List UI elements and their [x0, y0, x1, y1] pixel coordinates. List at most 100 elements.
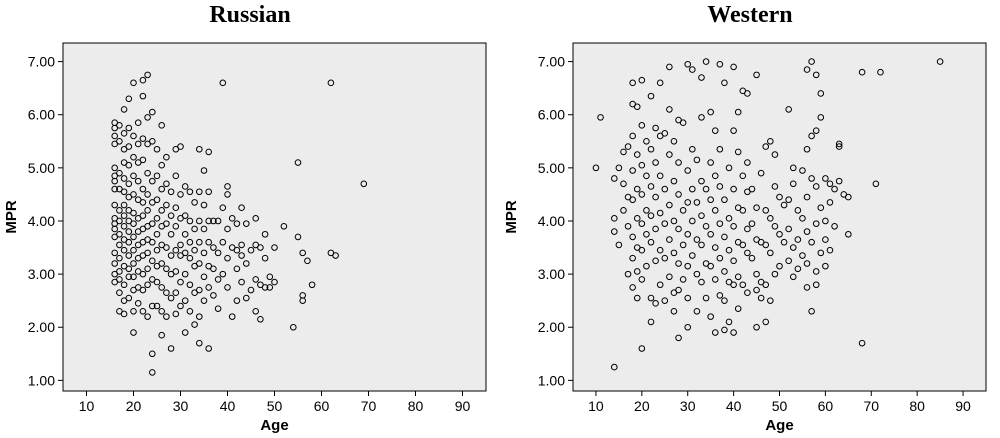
plot-area — [62, 42, 487, 392]
data-point — [200, 167, 208, 174]
data-point — [707, 313, 714, 320]
data-point — [205, 345, 212, 352]
data-point — [299, 297, 307, 304]
data-point — [652, 257, 659, 265]
data-point — [163, 289, 170, 297]
data-point — [716, 145, 724, 153]
data-point — [120, 130, 128, 137]
data-point — [698, 241, 705, 249]
data-point — [817, 114, 825, 121]
data-point — [130, 308, 137, 315]
data-point — [210, 244, 217, 251]
data-point — [163, 153, 170, 161]
data-point — [693, 308, 701, 315]
data-point — [661, 297, 669, 304]
data-point — [181, 230, 189, 238]
data-point — [130, 172, 137, 180]
data-point — [647, 183, 655, 190]
data-point — [177, 278, 184, 286]
data-point — [656, 281, 664, 289]
data-point — [149, 369, 156, 376]
data-point — [257, 315, 264, 323]
data-point — [803, 228, 811, 235]
data-point — [167, 212, 175, 219]
y-tick-label: 6.00 — [28, 107, 55, 123]
data-point — [826, 246, 834, 254]
data-point — [205, 148, 212, 156]
plot-area — [572, 42, 987, 392]
data-point — [620, 207, 627, 214]
x-tick-label: 90 — [955, 398, 971, 414]
data-point — [125, 294, 133, 302]
data-point — [789, 244, 797, 251]
data-point — [196, 260, 203, 267]
data-point — [620, 180, 627, 188]
data-point — [702, 294, 710, 302]
data-point — [707, 108, 714, 116]
data-point — [125, 228, 133, 235]
data-point — [647, 212, 655, 219]
data-point — [670, 177, 678, 185]
data-point — [158, 122, 165, 129]
data-point — [771, 151, 779, 158]
data-point — [762, 143, 770, 150]
data-point — [139, 92, 147, 100]
data-point — [629, 79, 636, 87]
data-point — [721, 326, 728, 334]
data-point — [266, 284, 274, 291]
data-point — [753, 270, 760, 278]
data-point — [835, 177, 843, 185]
data-point — [725, 215, 733, 222]
data-point — [144, 249, 151, 257]
data-point — [214, 276, 222, 283]
data-point — [144, 71, 151, 79]
data-point — [633, 215, 641, 222]
data-point — [191, 199, 198, 206]
data-point — [666, 201, 673, 209]
data-point — [707, 262, 714, 270]
data-point — [224, 254, 231, 262]
y-tick-label: 4.00 — [28, 213, 55, 229]
data-point — [139, 212, 147, 219]
data-point — [158, 308, 165, 315]
data-point — [125, 238, 133, 246]
russian-scatter-plot: 10 20 30 40 50 60 70 80 90 1.00 2.00 3.00 4.00 5.00 6.… — [3, 42, 487, 434]
x-tick-label: 10 — [588, 398, 604, 414]
data-point — [698, 278, 705, 286]
data-point — [725, 246, 733, 254]
data-point — [707, 159, 714, 166]
data-point — [125, 252, 133, 259]
data-point — [153, 172, 161, 180]
data-point — [153, 278, 161, 286]
data-point — [629, 284, 636, 291]
data-point — [721, 297, 728, 304]
data-point — [762, 281, 770, 289]
data-point — [808, 238, 815, 246]
data-point — [163, 180, 170, 188]
data-point — [753, 286, 760, 294]
data-point — [158, 331, 165, 339]
data-point — [812, 268, 820, 275]
data-point — [748, 185, 756, 193]
x-tick-label: 30 — [680, 398, 696, 414]
data-point — [771, 270, 779, 278]
data-point — [252, 308, 259, 315]
data-point — [615, 241, 623, 249]
data-point — [191, 321, 198, 328]
data-point — [656, 209, 664, 217]
data-point — [762, 318, 770, 326]
data-point — [767, 249, 774, 257]
data-point — [689, 145, 696, 153]
data-point — [214, 249, 222, 257]
data-point — [711, 207, 719, 214]
data-point — [647, 318, 655, 326]
data-point — [360, 180, 368, 188]
data-point — [633, 103, 641, 111]
data-point — [210, 217, 217, 225]
data-point — [776, 193, 783, 201]
data-point — [186, 238, 194, 246]
data-point — [638, 345, 646, 352]
data-point — [257, 244, 264, 251]
data-point — [799, 252, 806, 259]
data-point — [228, 215, 236, 222]
